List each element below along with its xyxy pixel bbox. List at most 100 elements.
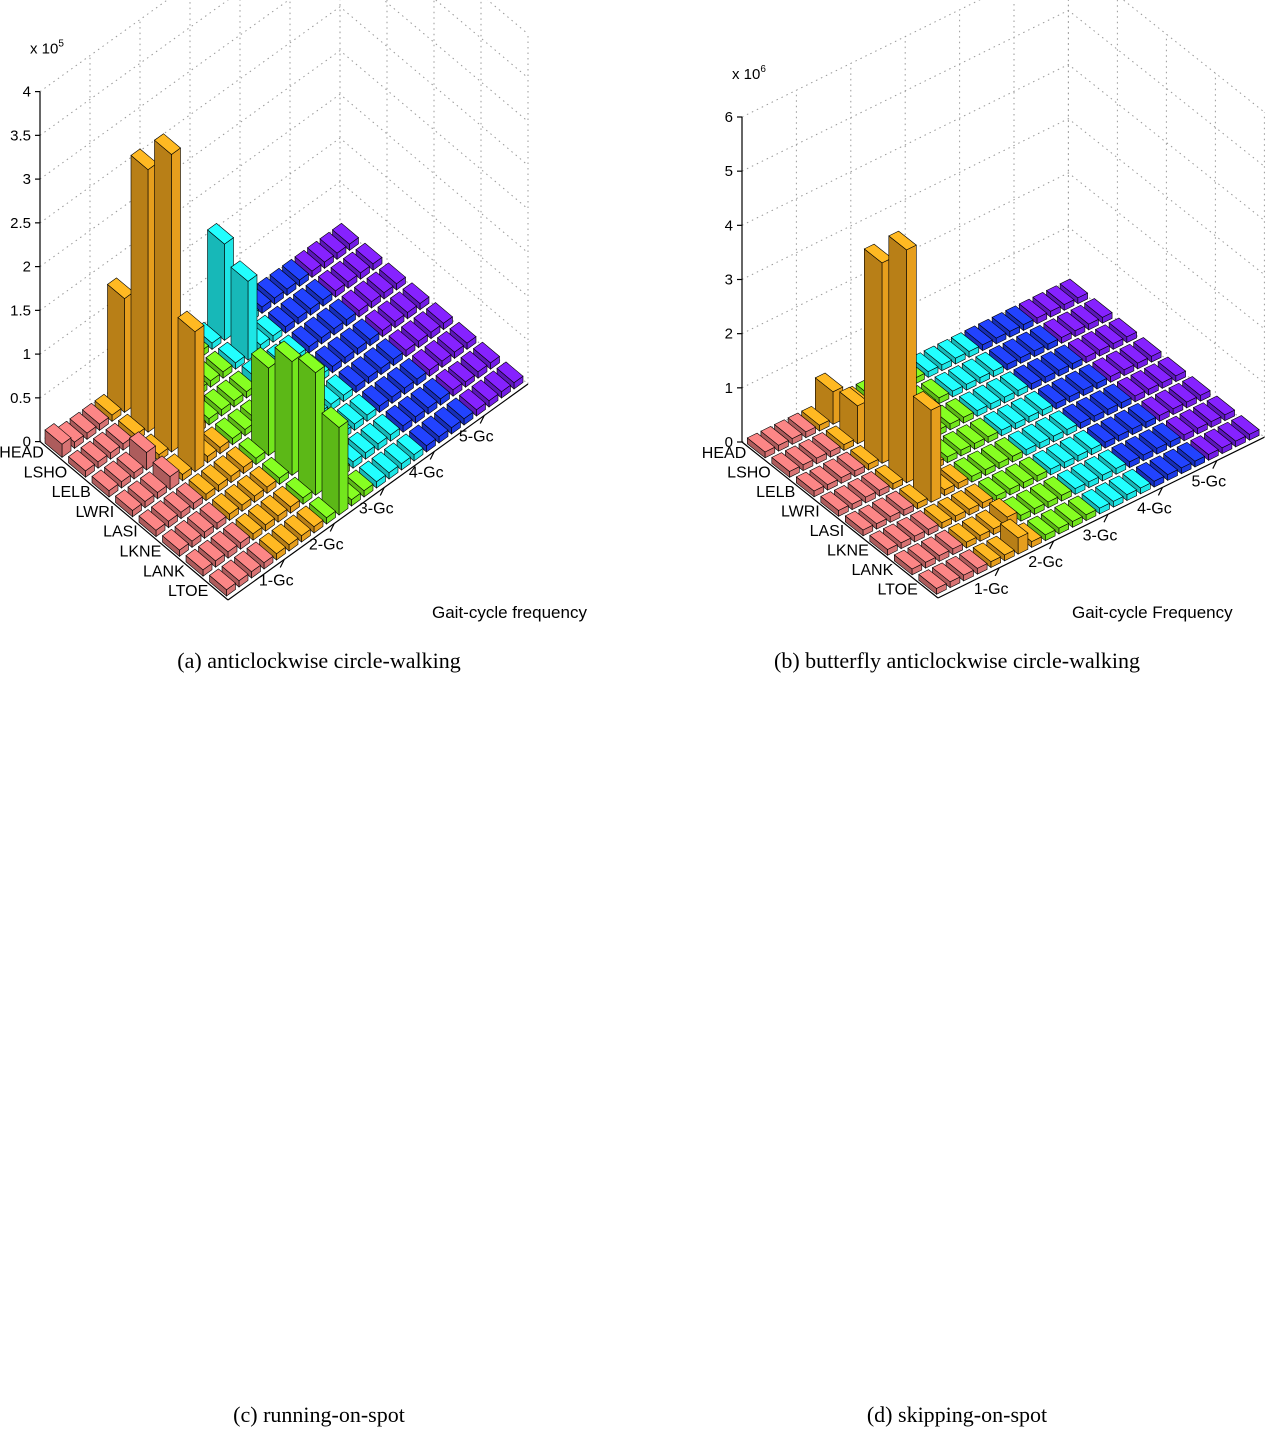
bar-face-top: [945, 555, 975, 576]
bar: [365, 309, 392, 338]
bar: [423, 377, 450, 406]
z-tick-label: 2: [725, 326, 733, 343]
bar-face-top: [972, 542, 1002, 563]
bar: [1037, 384, 1067, 410]
bar-face-top: [152, 455, 180, 477]
bar: [316, 307, 344, 336]
bar-face-top: [1029, 324, 1059, 345]
bar: [861, 471, 890, 497]
bar: [871, 497, 901, 524]
bar-face-top: [1114, 409, 1143, 430]
z-multiplier-label: x 105: [30, 39, 64, 58]
bar-face-top: [822, 458, 852, 478]
bar-face-top: [1056, 311, 1086, 332]
bar: [1005, 305, 1034, 332]
bar: [318, 269, 345, 298]
bar-face-top: [251, 346, 278, 369]
bar-face-top: [1108, 475, 1138, 496]
bar-face-top: [280, 296, 308, 319]
bar-face-top: [80, 440, 108, 463]
bar-face-top: [379, 262, 406, 285]
bar: [294, 249, 322, 279]
bar: [1021, 423, 1051, 450]
bar-face-top: [212, 492, 239, 515]
bar: [127, 480, 155, 509]
bar-face-top: [1179, 409, 1208, 429]
bar-face-top: [355, 242, 383, 265]
bar-face-top: [1027, 515, 1056, 536]
row-label: LKNE: [119, 544, 161, 561]
gridline-z: [39, 181, 529, 399]
bar-face-top: [296, 505, 324, 528]
bar: [882, 523, 912, 550]
bar-face-top: [1016, 331, 1045, 352]
bar-face-top: [402, 282, 430, 304]
bar-face-top: [398, 395, 425, 418]
bar: [972, 542, 1002, 569]
bar-face-top: [795, 471, 825, 492]
x-tick-mark: [994, 567, 1000, 577]
bar-face-top: [920, 378, 950, 399]
bars: [44, 133, 524, 597]
bar-face-top: [1165, 415, 1195, 436]
caption-d: (d) skipping-on-spot: [866, 1402, 1048, 1427]
bar-face-top: [1065, 370, 1094, 391]
bar-face-top: [910, 510, 939, 530]
z-tick-label: 3: [23, 171, 31, 188]
bar-face-top: [861, 471, 890, 491]
bar: [216, 379, 244, 408]
bar-face-top: [964, 483, 994, 503]
bar: [176, 482, 203, 511]
bar: [421, 415, 449, 444]
x-tick-mark: [1157, 487, 1163, 496]
bar-face-top: [104, 460, 131, 483]
bar-face-top: [207, 223, 234, 245]
x-tick-mark: [1212, 460, 1218, 469]
row-label: LELB: [52, 484, 91, 501]
bar: [1007, 430, 1037, 457]
bar: [343, 251, 370, 280]
bar-face-top: [359, 460, 386, 483]
bar: [888, 230, 917, 484]
bar: [907, 543, 936, 569]
bar: [326, 374, 353, 403]
bar: [401, 320, 428, 349]
bar: [771, 452, 800, 478]
bar: [1152, 422, 1181, 449]
bar-face-top: [362, 384, 389, 407]
bar-face-top: [246, 541, 274, 564]
bar-face-top: [882, 523, 912, 544]
bar-face-top: [185, 548, 213, 571]
bar: [1135, 462, 1165, 488]
bar: [1032, 449, 1062, 476]
bar: [202, 426, 230, 455]
gridline-z: [39, 0, 529, 136]
bar-face-top: [1081, 331, 1110, 351]
bar-face-side: [274, 346, 293, 477]
gridline-z: [741, 118, 1265, 280]
bar-face-top: [268, 305, 295, 328]
bar-face-top: [885, 490, 915, 511]
x-tick-label: 2-Gc: [1028, 554, 1063, 571]
bar-face-top: [1002, 338, 1032, 358]
bar-face-top: [413, 311, 441, 333]
bar: [746, 432, 776, 459]
bar-face-top: [273, 485, 300, 508]
bar: [999, 518, 1029, 555]
bar: [399, 357, 427, 387]
bar-face-top: [1119, 343, 1149, 364]
bar: [198, 539, 225, 568]
x-tick-mark: [1103, 513, 1109, 523]
bar-face-top: [1005, 305, 1034, 326]
bar: [484, 370, 511, 399]
row-label: LELB: [756, 484, 795, 501]
bar: [413, 311, 441, 340]
bar-face-top: [1048, 410, 1078, 430]
gridline-z: [39, 49, 529, 268]
bar-face-top: [237, 474, 264, 497]
z-multiplier-exponent: 6: [760, 64, 766, 75]
z-tick-label: 2.5: [10, 215, 31, 232]
bar: [1130, 370, 1159, 396]
bar-face-top: [1124, 435, 1154, 456]
